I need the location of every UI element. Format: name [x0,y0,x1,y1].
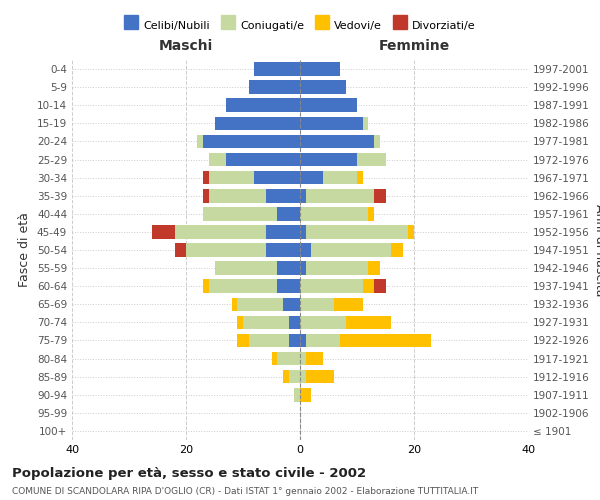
Bar [249,80,300,94]
Bar [283,370,289,384]
Bar [238,316,243,329]
Bar [300,298,334,311]
Bar [300,116,362,130]
Bar [374,280,386,293]
Bar [300,98,357,112]
Bar [209,280,277,293]
Bar [209,189,266,202]
Bar [289,316,300,329]
Bar [362,280,374,293]
Bar [215,116,300,130]
Bar [266,189,300,202]
Bar [300,152,357,166]
Bar [357,171,362,184]
Bar [203,134,300,148]
Bar [300,316,346,329]
Bar [197,134,203,148]
Text: Maschi: Maschi [159,39,213,53]
Bar [277,280,300,293]
Bar [300,189,306,202]
Bar [346,316,391,329]
Bar [232,298,238,311]
Bar [277,352,300,366]
Bar [409,225,414,238]
Bar [175,243,186,257]
Y-axis label: Fasce di età: Fasce di età [19,212,31,288]
Bar [226,152,300,166]
Bar [306,334,340,347]
Bar [334,298,362,311]
Bar [266,225,300,238]
Bar [175,225,266,238]
Bar [277,262,300,275]
Text: COMUNE DI SCANDOLARA RIPA D'OGLIO (CR) - Dati ISTAT 1° gennaio 2002 - Elaborazio: COMUNE DI SCANDOLARA RIPA D'OGLIO (CR) -… [12,488,478,496]
Bar [368,262,380,275]
Bar [368,207,374,220]
Bar [300,280,362,293]
Bar [306,370,334,384]
Bar [306,352,323,366]
Bar [295,388,300,402]
Bar [300,225,306,238]
Bar [152,225,175,238]
Bar [300,243,311,257]
Bar [362,116,368,130]
Bar [374,189,386,202]
Bar [300,370,306,384]
Bar [300,62,340,76]
Bar [300,171,323,184]
Bar [306,225,409,238]
Bar [254,62,300,76]
Bar [238,334,249,347]
Bar [300,262,306,275]
Bar [238,298,283,311]
Bar [203,171,209,184]
Bar [311,243,391,257]
Text: Popolazione per età, sesso e stato civile - 2002: Popolazione per età, sesso e stato civil… [12,468,366,480]
Bar [271,352,277,366]
Bar [243,316,289,329]
Bar [323,171,357,184]
Bar [203,189,209,202]
Bar [254,171,300,184]
Legend: Celibi/Nubili, Coniugati/e, Vedovi/e, Divorziati/e: Celibi/Nubili, Coniugati/e, Vedovi/e, Di… [120,16,480,35]
Bar [306,189,374,202]
Bar [340,334,431,347]
Text: Femmine: Femmine [379,39,449,53]
Bar [203,207,277,220]
Bar [209,152,226,166]
Bar [357,152,386,166]
Bar [300,334,306,347]
Bar [215,262,277,275]
Bar [300,352,306,366]
Y-axis label: Anni di nascita: Anni di nascita [593,204,600,296]
Bar [300,207,368,220]
Bar [300,80,346,94]
Bar [300,134,374,148]
Bar [283,298,300,311]
Bar [203,280,209,293]
Bar [226,98,300,112]
Bar [277,207,300,220]
Bar [374,134,380,148]
Bar [391,243,403,257]
Bar [306,262,368,275]
Bar [186,243,266,257]
Bar [289,334,300,347]
Bar [209,171,254,184]
Bar [289,370,300,384]
Bar [249,334,289,347]
Bar [266,243,300,257]
Bar [300,388,311,402]
